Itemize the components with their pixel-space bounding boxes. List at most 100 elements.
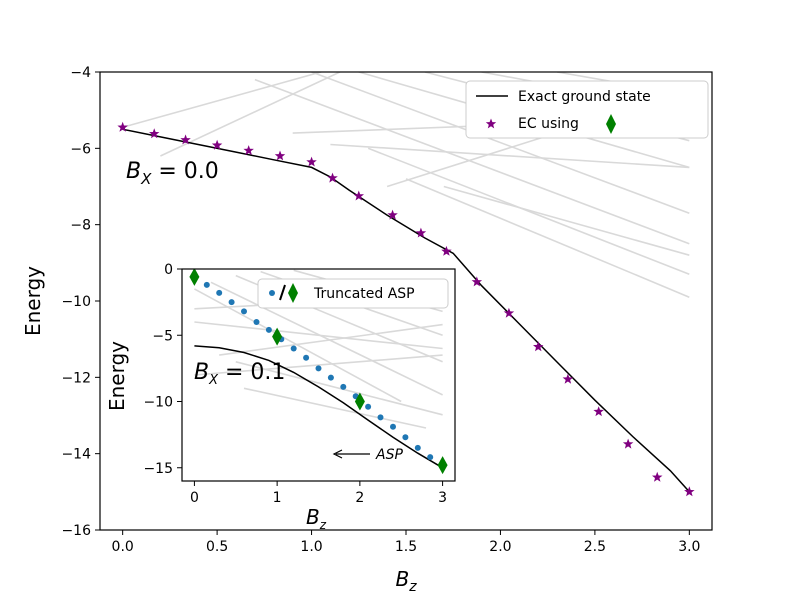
inset-spectrum-line-10 bbox=[243, 387, 427, 429]
legend-ec-star-swatch bbox=[485, 118, 497, 129]
main-spectrum-line-0 bbox=[311, 72, 690, 214]
inset-ec-diamond-point bbox=[354, 392, 365, 411]
main-legend: Exact ground state EC using bbox=[465, 80, 709, 139]
inset-asp-dot-point bbox=[390, 423, 396, 430]
inset-asp-dot-point bbox=[253, 319, 260, 325]
main-ec-star-point bbox=[684, 486, 695, 497]
inset-asp-dot-point bbox=[228, 299, 235, 306]
inset-asp-dot-point bbox=[315, 365, 322, 372]
legend-asp-label: Truncated ASP bbox=[313, 286, 415, 302]
inset-panel: 0 1 2 3 0 −5 −10 −15 Bz Energy BX = 0.1 ASP Tru… bbox=[105, 262, 456, 532]
inset-asp-dot-point bbox=[290, 345, 297, 352]
main-x-tick-label: 2.0 bbox=[489, 539, 511, 555]
main-ec-star-point bbox=[306, 156, 317, 167]
main-spectrum-line-5 bbox=[122, 72, 322, 129]
main-x-axis-title: Bz bbox=[395, 567, 417, 595]
legend-slash-glyph bbox=[279, 284, 286, 301]
main-y-tick-label: −4 bbox=[70, 65, 91, 81]
legend-exact-label: Exact ground state bbox=[518, 89, 651, 105]
main-bx-annotation: BX = 0.0 bbox=[126, 159, 219, 188]
main-ec-star-point bbox=[274, 150, 286, 161]
main-x-tick-label: 1.0 bbox=[300, 539, 322, 555]
main-ec-star-point bbox=[503, 307, 515, 318]
inset-asp-dot-point bbox=[340, 383, 347, 390]
main-ec-star-point bbox=[415, 227, 427, 238]
inset-spectrum-line-9 bbox=[194, 354, 443, 376]
main-spectrum-line-12 bbox=[405, 178, 690, 298]
inset-asp-dot-point bbox=[427, 454, 434, 461]
main-spectrum-line-9 bbox=[330, 143, 690, 169]
legend-ec-label: EC using bbox=[518, 116, 579, 132]
main-panel: 0.0 0.5 1.0 1.5 2.0 2.5 3.0−16−14−12−10−8−6−4 … bbox=[21, 65, 713, 595]
inset-spectrum-line-6 bbox=[194, 321, 443, 350]
inset-asp-dot-point bbox=[402, 434, 409, 441]
main-spectrum-line-8 bbox=[254, 78, 690, 245]
main-y-axis-title: Energy bbox=[21, 266, 45, 336]
inset-x-tick-label: 1 bbox=[273, 490, 282, 506]
main-spectrum-line-11 bbox=[367, 147, 690, 276]
inset-legend-box bbox=[257, 278, 449, 309]
inset-bx-annotation: BX = 0.1 bbox=[194, 360, 285, 388]
main-legend-box bbox=[465, 80, 709, 139]
main-y-tick-label: −14 bbox=[61, 447, 91, 463]
inset-asp-dot-point bbox=[303, 354, 310, 361]
main-ec-star-point bbox=[243, 145, 254, 156]
inset-legend: Truncated ASP bbox=[257, 278, 449, 309]
inset-y-tick-label: −10 bbox=[143, 395, 173, 411]
inset-x-tick-label: 0 bbox=[190, 490, 199, 506]
main-ec-star-point bbox=[353, 190, 364, 201]
inset-y-tick-label: −5 bbox=[152, 328, 173, 344]
inset-asp-dot-point bbox=[365, 403, 372, 410]
main-ticks: 0.0 0.5 1.0 1.5 2.0 2.5 3.0 −16 −14 −12 −10 −8 −6 −4 bbox=[61, 65, 700, 555]
inset-ec-diamond-point bbox=[437, 456, 448, 475]
inset-spectrum-line-8 bbox=[235, 361, 443, 416]
main-ec-star-point bbox=[533, 341, 544, 352]
inset-x-tick-label: 2 bbox=[355, 490, 364, 506]
inset-ec-diamond-point bbox=[189, 269, 200, 286]
main-x-tick-label: 0.5 bbox=[206, 539, 228, 555]
inset-y-tick-label: −15 bbox=[143, 461, 173, 477]
main-ec-star-point bbox=[387, 209, 398, 220]
inset-asp-dot-point bbox=[203, 281, 210, 288]
inset-x-axis-title: Bz bbox=[306, 505, 327, 532]
inset-asp-dot-point bbox=[241, 308, 247, 315]
main-y-tick-label: −8 bbox=[70, 218, 91, 234]
inset-spectrum-line-1 bbox=[210, 281, 443, 396]
main-ec-star-point bbox=[622, 438, 634, 449]
main-y-tick-label: −12 bbox=[61, 370, 91, 386]
main-background-lines bbox=[122, 72, 690, 298]
inset-asp-dot-point bbox=[216, 289, 223, 296]
main-ec-star-point bbox=[562, 373, 574, 384]
asp-arrow-label: ASP bbox=[375, 447, 403, 463]
inset-spectrum-line-7 bbox=[219, 323, 443, 356]
main-ec-star-point bbox=[180, 134, 191, 145]
legend-asp-diamond-swatch bbox=[288, 283, 298, 303]
inset-asp-dot-point bbox=[327, 374, 334, 381]
inset-axes-frame bbox=[181, 268, 456, 482]
main-ec-star-point bbox=[211, 139, 223, 150]
main-y-tick-label: −10 bbox=[61, 294, 91, 310]
legend-ec-diamond-swatch bbox=[606, 114, 616, 134]
inset-asp-dot-point bbox=[265, 326, 272, 333]
main-exact-ground-state-line bbox=[122, 128, 690, 493]
main-ec-star-point bbox=[593, 406, 604, 417]
inset-ec-diamond-point bbox=[272, 327, 283, 346]
main-ec-star-point bbox=[149, 128, 160, 139]
legend-asp-dot-swatch bbox=[269, 290, 275, 296]
main-spectrum-line-6 bbox=[160, 72, 341, 157]
main-y-tick-label: −16 bbox=[61, 523, 91, 539]
main-ec-star-point bbox=[117, 121, 128, 132]
main-spectrum-line-13 bbox=[443, 185, 690, 256]
main-series-group bbox=[117, 121, 695, 497]
inset-series-group bbox=[189, 269, 448, 475]
main-x-tick-label: 3.0 bbox=[678, 539, 700, 555]
main-x-tick-label: 0.0 bbox=[112, 539, 134, 555]
asp-arrow-head bbox=[332, 449, 343, 459]
inset-asp-dot-point bbox=[414, 444, 421, 451]
main-x-tick-label: 2.5 bbox=[584, 539, 606, 555]
inset-y-axis-title: Energy bbox=[105, 341, 129, 411]
main-ec-star-point bbox=[327, 172, 338, 183]
main-axes-frame bbox=[99, 71, 713, 531]
main-ec-star-point bbox=[652, 471, 663, 482]
